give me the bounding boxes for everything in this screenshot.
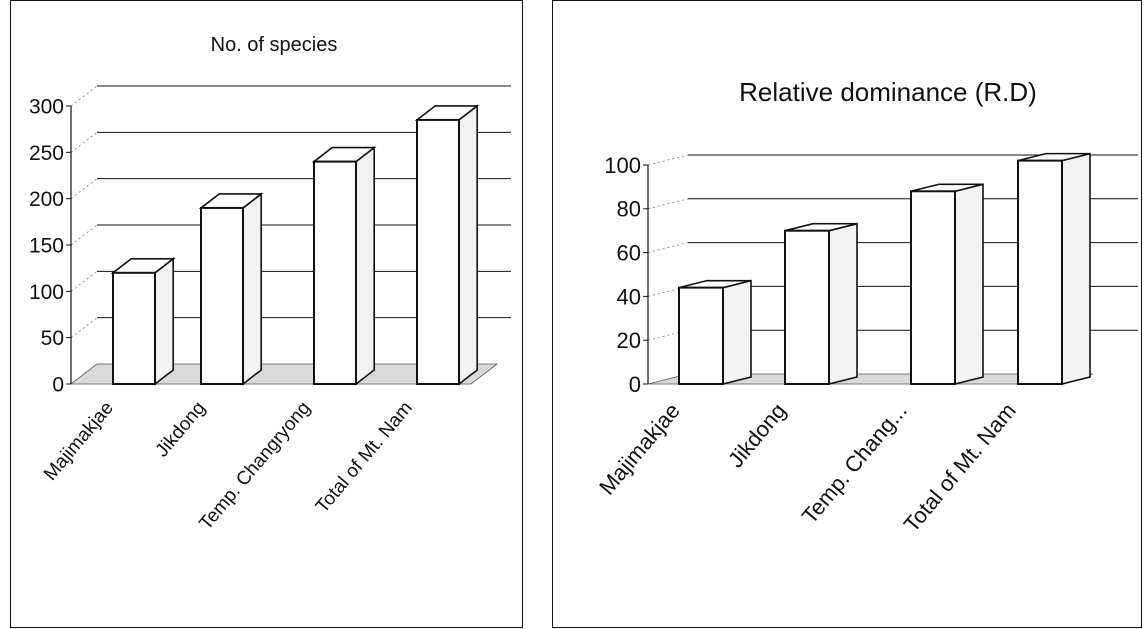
y-tick-label: 0 [629, 372, 641, 397]
bar-side [154, 257, 174, 386]
bar [784, 229, 830, 385]
category-label: Temp. Changryong [196, 398, 315, 534]
grid-depth-line [647, 286, 689, 297]
bar-side [954, 183, 984, 386]
grid-depth-line [647, 329, 689, 341]
bar-side [355, 145, 376, 386]
chart-title: Relative dominance (R.D) [739, 77, 1037, 107]
grid-depth-line [70, 85, 98, 107]
bar [416, 118, 460, 386]
chart-panel-species: No. of species 0 50 100 150 200 250 300 Majimakj… [10, 0, 523, 628]
category-label: Total of Mt. Nam [899, 398, 1021, 537]
dominance-chart: Relative dominance (R.D) 0 20 40 60 80 100 Maji… [594, 77, 1138, 537]
grid-depth-line [647, 373, 689, 385]
grid-depth-line [70, 317, 98, 338]
category-label: Majimakjae [594, 398, 685, 499]
y-tick-label: 40 [617, 284, 641, 309]
bar [313, 160, 357, 385]
grid-depth-line [647, 198, 689, 210]
y-tick-label: 0 [52, 374, 64, 397]
bar-side [828, 222, 858, 386]
grid-depth-line [70, 363, 98, 385]
bar-side [1061, 152, 1091, 386]
bar-side [722, 279, 752, 386]
chart-panel-dominance: Relative dominance (R.D) 0 20 40 60 80 100 Maji… [552, 0, 1142, 628]
bar [910, 190, 956, 385]
grid-depth-line [70, 224, 98, 246]
y-tick-label: 50 [41, 327, 64, 350]
category-label: Majimakjae [40, 398, 118, 485]
y-tick-label: 100 [604, 153, 641, 178]
y-tick-label: 300 [29, 96, 64, 119]
y-tick-label: 250 [29, 142, 64, 165]
grid-depth-line [70, 271, 98, 292]
bar [200, 206, 244, 385]
grid-depth-line [70, 178, 98, 199]
bar-side [458, 104, 479, 386]
y-tick-label: 60 [617, 241, 641, 266]
y-tick-label: 150 [29, 235, 64, 258]
y-tick-label: 200 [29, 188, 64, 211]
bar-side [242, 192, 262, 386]
bar [1017, 159, 1063, 385]
y-tick-label: 100 [29, 281, 64, 304]
bar [112, 271, 156, 385]
category-label: Total of Mt. Nam [312, 398, 417, 517]
grid-depth-line [647, 242, 689, 253]
grid-depth-line [647, 154, 689, 166]
chart-title: No. of species [211, 34, 338, 56]
species-chart: No. of species 0 50 100 150 200 250 300 Majimakj… [29, 34, 511, 534]
y-tick-label: 80 [617, 197, 641, 222]
bar [678, 286, 724, 386]
category-label: Jikdong [152, 398, 210, 462]
category-label: Jikdong [723, 398, 791, 472]
y-tick-label: 20 [617, 328, 641, 353]
grid-depth-line [70, 132, 98, 153]
category-label: Temp. Chang... [797, 398, 912, 528]
